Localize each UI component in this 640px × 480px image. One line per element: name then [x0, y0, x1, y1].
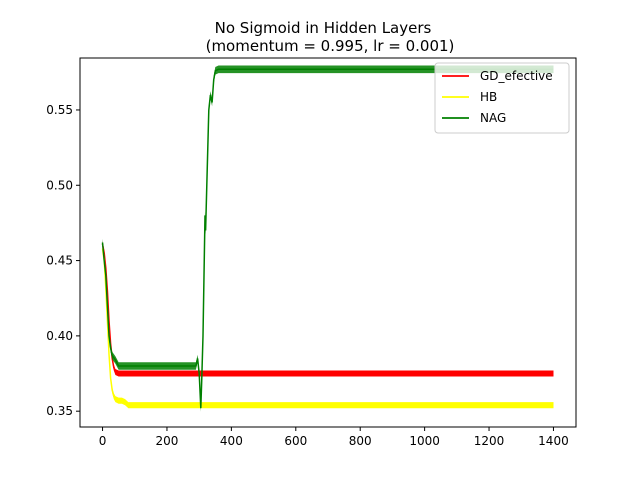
chart-subtitle: (momentum = 0.995, lr = 0.001): [206, 37, 455, 55]
x-tick-label: 400: [220, 434, 243, 448]
chart-title: No Sigmoid in Hidden Layers: [215, 19, 432, 37]
plot-series: [101, 65, 554, 412]
y-tick-label: 0.35: [46, 404, 73, 418]
series-nag: [101, 65, 554, 412]
x-tick-label: 1400: [538, 434, 569, 448]
y-axis: 0.35 0.40 0.45 0.50 0.55: [46, 103, 80, 418]
series-line-nag: [101, 68, 554, 409]
x-tick-label: 600: [284, 434, 307, 448]
legend-label-gd-efective: GD_efective: [480, 69, 553, 83]
y-tick-label: 0.55: [46, 103, 73, 117]
legend-label-nag: NAG: [480, 111, 506, 125]
x-tick-label: 1000: [409, 434, 440, 448]
y-tick-label: 0.40: [46, 329, 73, 343]
x-tick-label: 1200: [474, 434, 505, 448]
legend: GD_efective HB NAG: [434, 62, 570, 134]
x-tick-label: 0: [99, 434, 107, 448]
y-tick-label: 0.45: [46, 254, 73, 268]
x-axis: 0 200 400 600 800 1000 1200 1400: [99, 427, 569, 448]
series-band-hb: [102, 245, 554, 409]
y-tick-label: 0.50: [46, 178, 73, 192]
plot-frame: [79, 57, 577, 428]
legend-label-hb: HB: [480, 90, 497, 104]
series-band-gd-efective: [102, 241, 554, 377]
series-gd-efective: [101, 241, 554, 377]
series-hb: [101, 245, 554, 409]
legend-box: [434, 62, 570, 134]
x-tick-label: 800: [349, 434, 372, 448]
series-line-hb: [101, 248, 554, 406]
x-tick-label: 200: [156, 434, 179, 448]
series-line-gd-efective: [101, 243, 554, 375]
